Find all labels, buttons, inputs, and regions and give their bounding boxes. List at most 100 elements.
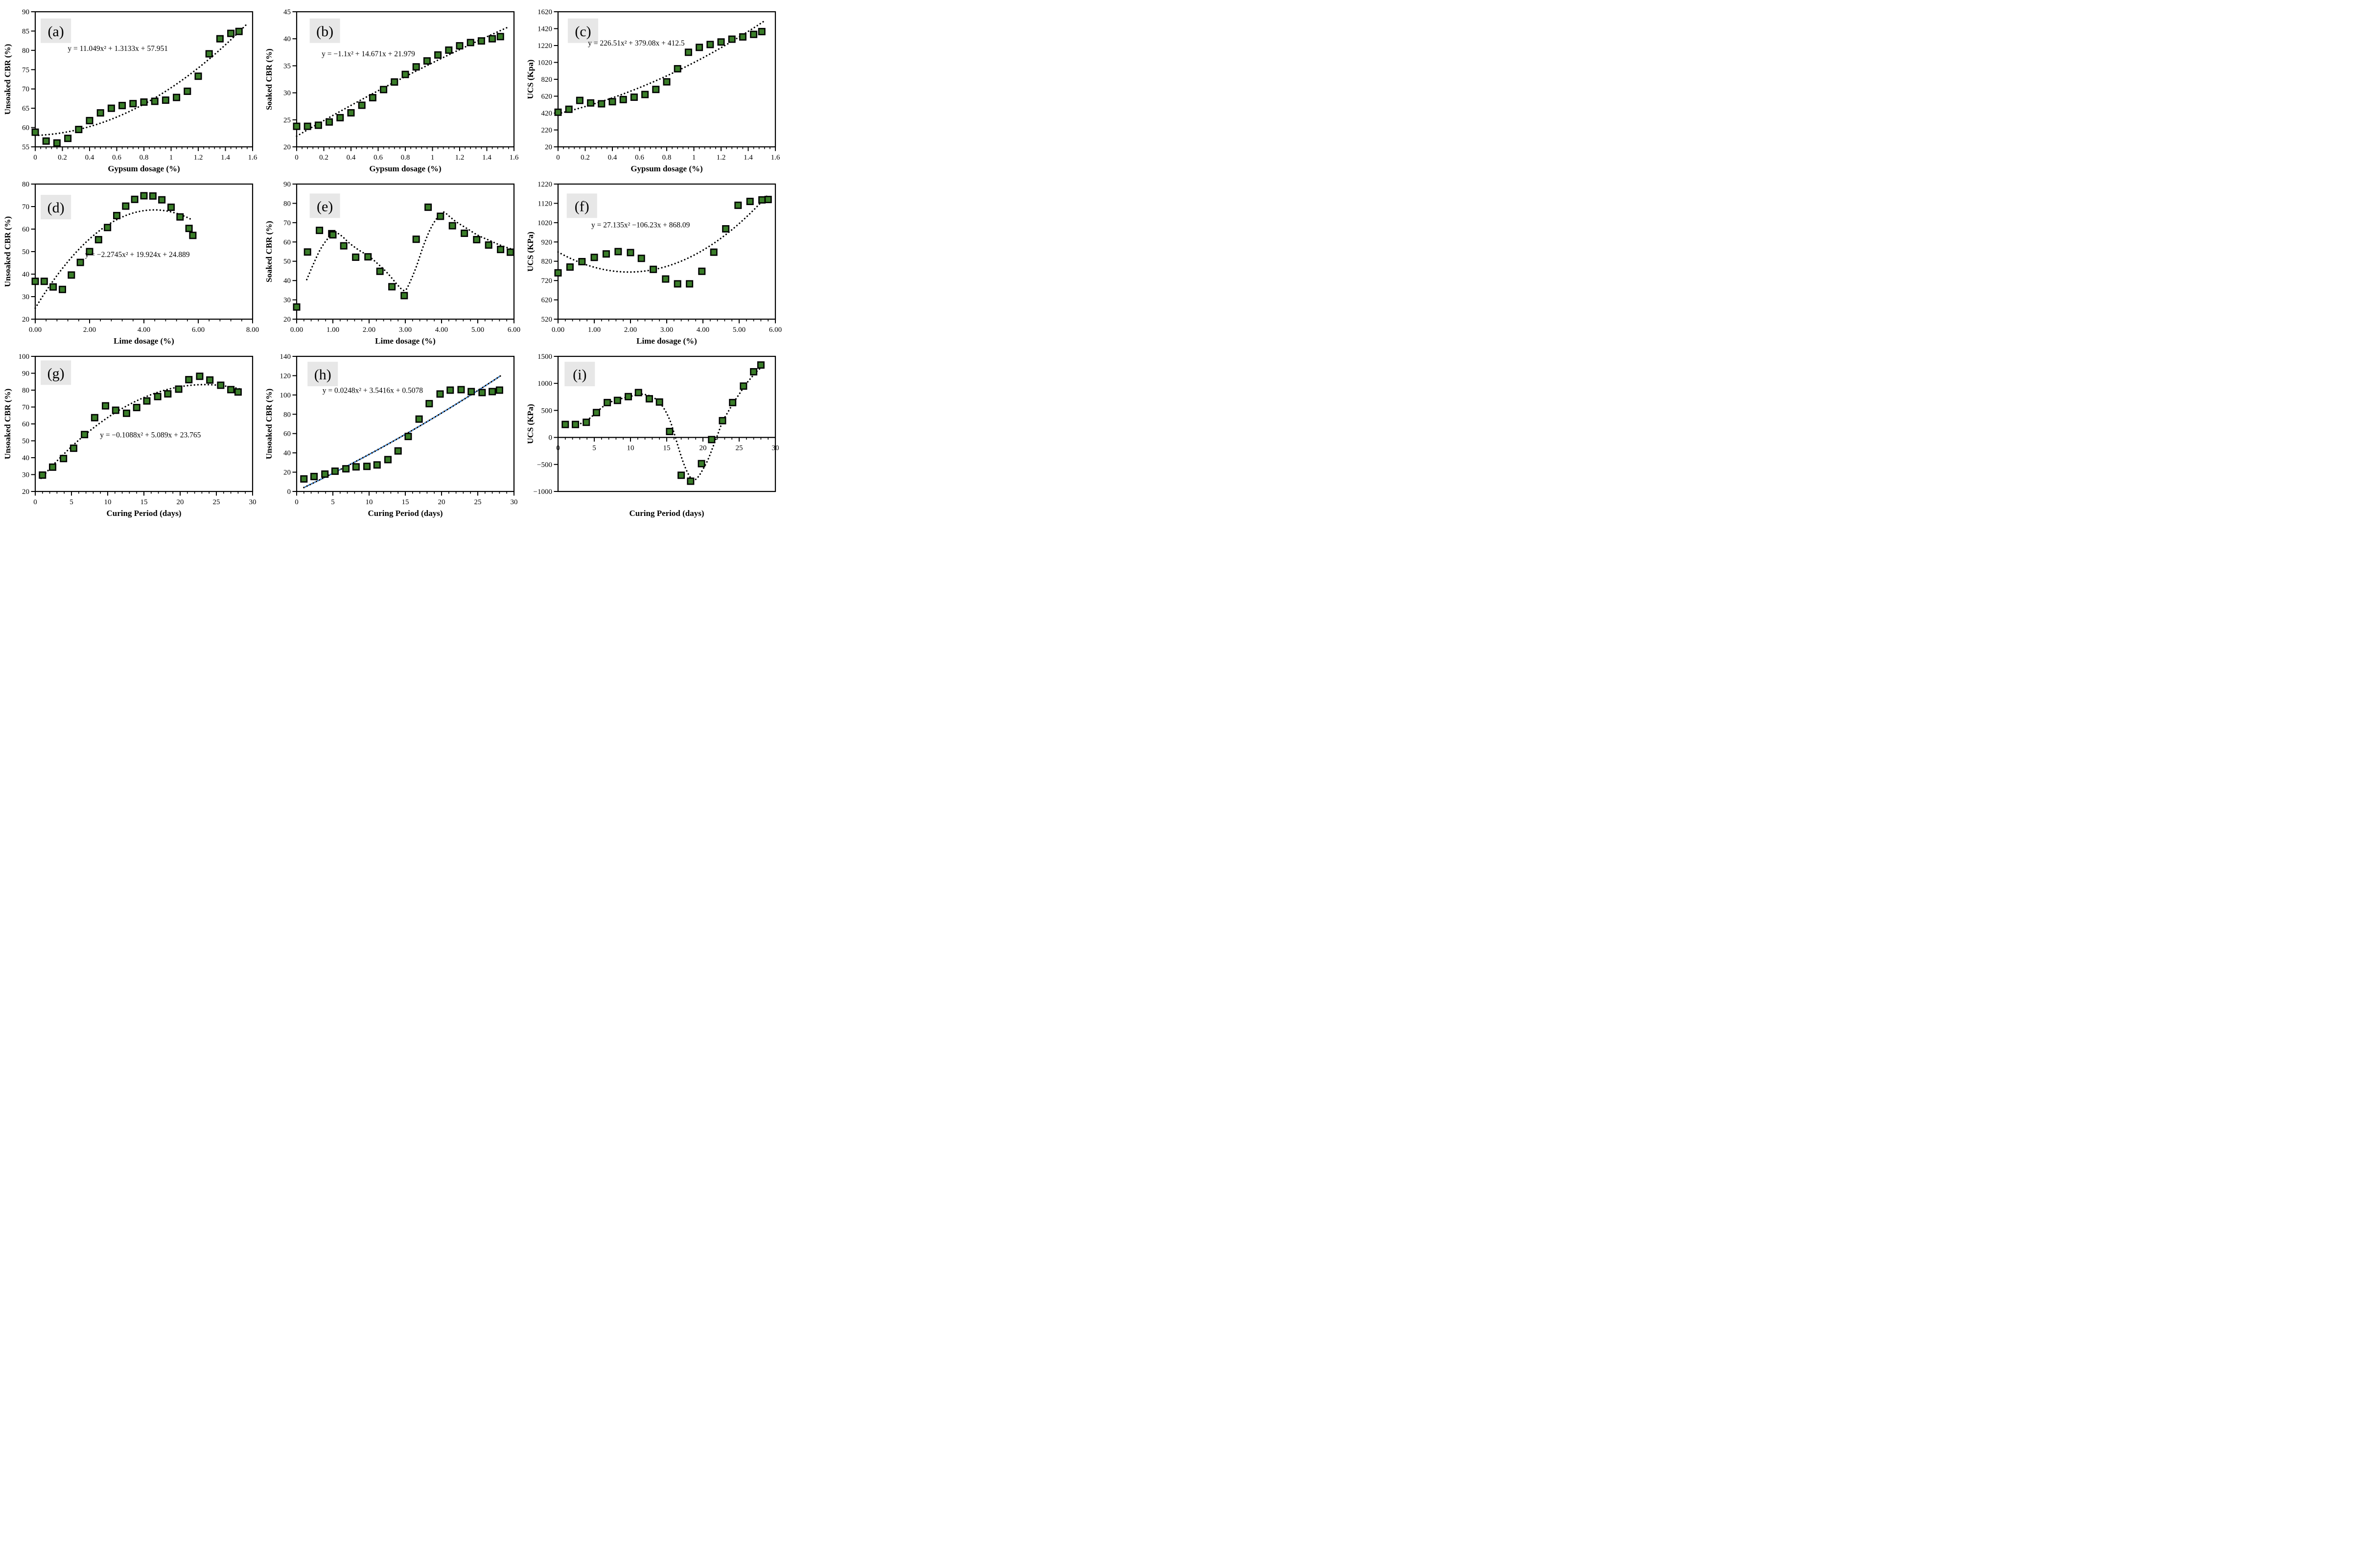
y-tick-label: 820 [541, 258, 553, 266]
x-tick-label: 0.8 [401, 154, 410, 162]
subplot-g: 0 5 10 15 20 25 30 20 30 40 50 60 70 80 90 100 Curing Pe… [2, 350, 263, 522]
data-point-marker [235, 27, 243, 35]
x-axis: 0 0.2 0.4 0.6 0.8 1 1.2 1.4 1.6 [556, 147, 780, 162]
x-tick-label: 1.4 [482, 154, 491, 162]
chart-b: 0 0.2 0.4 0.6 0.8 1 1.2 1.4 1.6 20 25 30 35 40 45 Gypsu… [264, 8, 519, 173]
chart-c: 0 0.2 0.4 0.6 0.8 1 1.2 1.4 1.6 20 220 420 620 820 102… [526, 8, 780, 173]
y-tick-label: 1420 [537, 25, 552, 33]
data-point-marker [185, 225, 193, 233]
y-tick-label: 75 [22, 66, 29, 74]
data-point-marker [388, 283, 396, 291]
y-tick-label: 120 [280, 372, 291, 380]
data-point-marker [641, 91, 649, 98]
x-minor-ticks [42, 491, 246, 494]
y-tick-label: −1000 [534, 488, 552, 496]
data-point-marker [677, 471, 685, 479]
panel-label-box [41, 18, 71, 43]
y-tick-label: 60 [283, 430, 291, 438]
panel-label: (g) [47, 365, 65, 381]
y-tick-label: 70 [283, 219, 291, 227]
data-point-marker [598, 100, 606, 108]
x-tick-label: 1 [431, 154, 435, 162]
data-point-marker [96, 109, 104, 117]
data-point-marker [175, 385, 183, 393]
data-point-marker [293, 303, 301, 311]
data-point-marker [384, 456, 392, 464]
trend-line [557, 194, 769, 273]
y-axis: −1000 −500 0 500 1000 1500 [534, 353, 558, 496]
data-point-marker [129, 100, 137, 108]
y-tick-label: 30 [283, 297, 291, 304]
panel-label-box [307, 362, 338, 387]
panel-label: (e) [317, 198, 333, 214]
y-tick-label: 85 [22, 27, 29, 35]
y-tick-label: 45 [283, 8, 291, 16]
x-tick-label: 2.00 [363, 326, 375, 334]
data-point-marker [113, 211, 121, 219]
data-point-marker [369, 94, 376, 102]
trend-line [303, 374, 502, 489]
data-point-marker [758, 196, 766, 204]
data-point-marker [227, 29, 235, 37]
x-tick-label: 8.00 [246, 326, 259, 334]
data-point-marker [196, 373, 204, 380]
data-point-marker [592, 409, 600, 417]
data-point-marker [185, 376, 193, 384]
data-point-marker [764, 196, 772, 204]
axis-title-x: Curing Period (days) [630, 509, 704, 518]
x-tick-label: 30 [511, 498, 518, 506]
data-point-marker [140, 192, 148, 200]
y-tick-label: 500 [541, 407, 553, 415]
x-tick-label: 0.8 [662, 154, 672, 162]
y-axis: 0 20 40 60 80 100 120 140 [280, 353, 297, 496]
x-tick-label: 0.8 [140, 154, 149, 162]
x-tick-label: 1 [692, 154, 696, 162]
data-point-marker [122, 202, 130, 210]
data-points [31, 192, 197, 293]
data-point-marker [446, 386, 454, 394]
x-minor-ticks [303, 319, 508, 322]
nine-panel-figure: 0 0.2 0.4 0.6 0.8 1 1.2 1.4 1.6 55 60 65 70 75 80 85 90 G… [0, 0, 788, 527]
y-tick-label: 70 [22, 86, 29, 93]
y-tick-label: 50 [22, 248, 29, 256]
y-tick-label: 1220 [537, 181, 552, 188]
x-tick-label: 0.2 [581, 154, 590, 162]
chart-a: 0 0.2 0.4 0.6 0.8 1 1.2 1.4 1.6 55 60 65 70 75 80 85 90 G… [3, 8, 257, 173]
axis-title-x: Lime dosage (%) [114, 336, 174, 346]
x-tick-label: 20 [438, 498, 445, 506]
x-tick-label: 30 [249, 498, 257, 506]
axis-title-x: Lime dosage (%) [636, 336, 697, 346]
data-point-marker [686, 280, 694, 288]
data-point-marker [706, 41, 714, 48]
subplot-d: 0.00 2.00 4.00 6.00 8.00 20 30 40 50 60 70 80 Lime d… [2, 177, 263, 350]
panel-label: (h) [314, 367, 331, 383]
panel-label-box [566, 193, 597, 218]
axis-title-y: UCS (Kpa) [526, 60, 535, 99]
y-tick-label: 720 [541, 277, 553, 285]
subplot-a: 0 0.2 0.4 0.6 0.8 1 1.2 1.4 1.6 55 60 65 70 75 80 85 90 G… [2, 5, 263, 177]
data-point-marker [645, 395, 653, 403]
data-point-marker [352, 253, 360, 261]
data-point-marker [394, 447, 402, 455]
y-tick-label: 60 [22, 420, 29, 428]
x-tick-label: 1.4 [221, 154, 230, 162]
data-point-marker [53, 139, 61, 147]
axis-title-x: Gypsum dosage (%) [108, 164, 180, 173]
panel-label-box [564, 362, 595, 387]
y-tick-label: 30 [283, 90, 291, 97]
data-point-marker [478, 389, 486, 397]
y-tick-label: 25 [283, 117, 291, 124]
data-point-marker [321, 470, 329, 478]
y-tick-label: 80 [22, 47, 29, 55]
x-tick-label: 25 [213, 498, 220, 506]
data-point-marker [637, 255, 645, 262]
data-point-marker [467, 388, 475, 396]
data-point-marker [489, 388, 496, 396]
y-tick-label: 820 [541, 76, 553, 84]
data-point-marker [696, 44, 703, 51]
y-tick-label: 80 [22, 181, 29, 188]
data-point-marker [293, 122, 301, 130]
data-point-marker [710, 248, 718, 256]
x-axis: 0.00 2.00 4.00 6.00 8.00 [29, 319, 259, 334]
data-point-marker [734, 201, 742, 209]
